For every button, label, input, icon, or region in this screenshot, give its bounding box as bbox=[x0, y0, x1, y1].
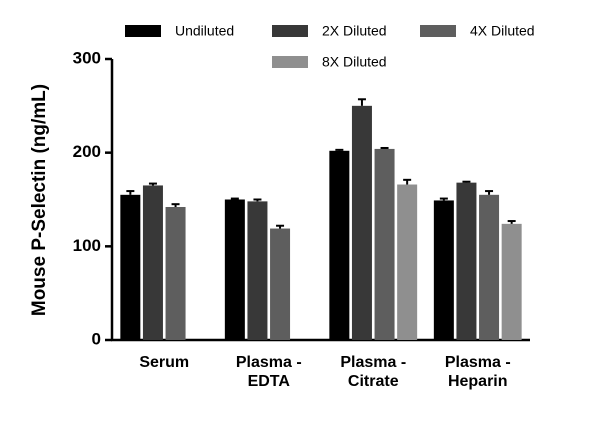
error-bar bbox=[462, 180, 471, 183]
error-bar bbox=[507, 220, 516, 224]
legend-label: 2X Diluted bbox=[322, 23, 387, 39]
bar bbox=[501, 223, 522, 340]
legend-label: Undiluted bbox=[175, 23, 234, 39]
bar bbox=[165, 206, 186, 340]
y-tick-label: 200 bbox=[73, 142, 101, 161]
error-bar bbox=[335, 148, 344, 151]
error-bar bbox=[485, 190, 494, 195]
legend-label: 8X Diluted bbox=[322, 54, 387, 70]
legend-swatch bbox=[272, 56, 308, 68]
bar bbox=[224, 199, 245, 340]
error-bar bbox=[253, 198, 262, 202]
legend-swatch bbox=[420, 25, 456, 37]
legend-swatch bbox=[272, 25, 308, 37]
x-tick-label: Plasma - EDTA bbox=[235, 354, 302, 390]
bar bbox=[247, 201, 268, 340]
error-bar bbox=[380, 146, 389, 149]
y-tick-label: 0 bbox=[92, 329, 101, 348]
bar bbox=[270, 228, 291, 340]
error-bar bbox=[148, 182, 157, 186]
bar bbox=[142, 185, 163, 340]
bar bbox=[374, 148, 395, 340]
bar bbox=[479, 194, 500, 340]
y-tick-label: 100 bbox=[73, 236, 101, 255]
error-bar bbox=[171, 203, 180, 207]
error-bar bbox=[403, 178, 412, 185]
bar bbox=[456, 182, 477, 340]
y-axis-title: Mouse P-Selectin (ng/mL) bbox=[29, 84, 50, 316]
y-tick-label: 300 bbox=[73, 48, 101, 67]
bar bbox=[120, 194, 141, 340]
error-bar bbox=[276, 224, 285, 229]
error-bar bbox=[439, 197, 448, 201]
error-bar bbox=[230, 197, 239, 200]
legend-swatch bbox=[125, 25, 161, 37]
x-tick-label: Plasma - Citrate bbox=[340, 354, 407, 390]
bar bbox=[433, 200, 454, 340]
bar bbox=[397, 184, 418, 340]
x-tick-label: Plasma - Heparin bbox=[444, 354, 511, 390]
bar bbox=[329, 150, 350, 340]
error-bar bbox=[357, 98, 366, 106]
error-bar bbox=[126, 190, 135, 195]
legend-label: 4X Diluted bbox=[470, 23, 535, 39]
bar bbox=[351, 105, 372, 340]
x-tick-label: Serum bbox=[139, 354, 190, 371]
